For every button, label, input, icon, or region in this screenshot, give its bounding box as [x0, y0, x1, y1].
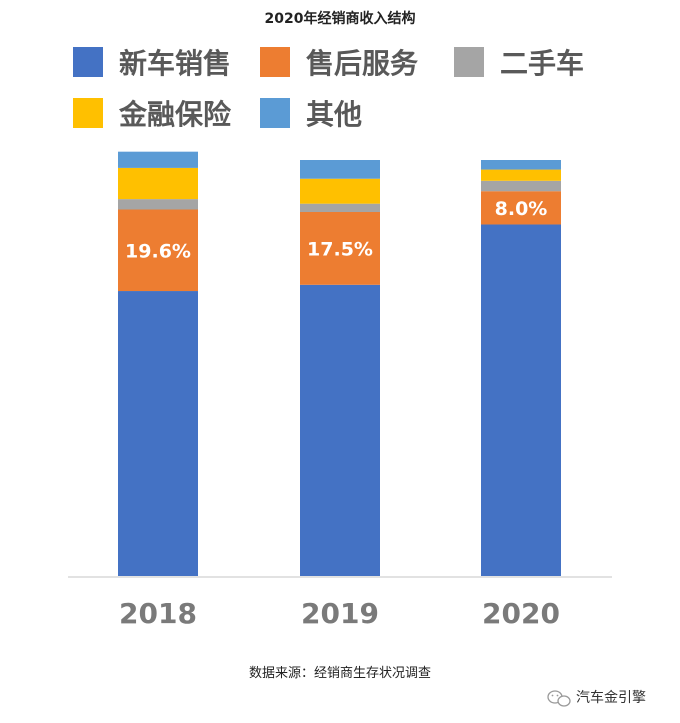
bar-2020: 8.0%: [481, 160, 561, 577]
bar-segment-2018-series-4: [118, 167, 198, 200]
chart-title: 2020年经销商收入结构: [265, 10, 416, 27]
bar-2019: 17.5%: [300, 160, 380, 576]
legend-label-series-3: 二手车: [500, 47, 584, 80]
bars-group: 19.6% 17.5% 8.0%: [118, 151, 561, 577]
legend-swatch-series-3: [454, 47, 484, 77]
legend-label-series-2: 售后服务: [306, 47, 418, 80]
brand-watermark: 汽车金引擎: [547, 689, 646, 707]
x-tick-labels: 2018 2019 2020: [119, 597, 560, 630]
bar-segment-2019-series-4: [300, 178, 380, 204]
legend-swatch-series-4: [73, 98, 103, 128]
data-label-2019: 17.5%: [307, 238, 373, 260]
x-tick-2019: 2019: [301, 597, 379, 630]
data-label-2018: 19.6%: [125, 240, 191, 262]
data-label-2020: 8.0%: [495, 198, 548, 220]
bar-segment-2020-series-4: [481, 169, 561, 181]
legend-label-series-1: 新车销售: [119, 47, 231, 80]
legend-swatch-series-5: [260, 98, 290, 128]
bar-2018: 19.6%: [118, 151, 198, 576]
x-tick-2018: 2018: [119, 597, 197, 630]
bar-segment-2018-series-2: [118, 209, 198, 292]
bar-segment-2018-series-5: [118, 151, 198, 168]
bar-segment-2019-series-3: [300, 203, 380, 212]
x-tick-2020: 2020: [482, 597, 560, 630]
bar-segment-2020-series-3: [481, 180, 561, 192]
bar-segment-2018-series-3: [118, 199, 198, 210]
bar-segment-2019-series-5: [300, 160, 380, 179]
brand-name: 汽车金引擎: [576, 689, 646, 706]
bar-segment-2020-series-1: [481, 224, 561, 577]
wechat-icon: [547, 690, 571, 707]
legend-swatch-series-2: [260, 47, 290, 77]
bar-segment-2020-series-5: [481, 160, 561, 170]
bar-segment-2020-series-2: [481, 191, 561, 225]
legend-label-series-4: 金融保险: [118, 98, 232, 131]
source-note: 数据来源：经销商生存状况调查: [249, 666, 431, 681]
bar-segment-2019-series-2: [300, 212, 380, 285]
bar-segment-2018-series-1: [118, 291, 198, 576]
legend-swatch-series-1: [73, 47, 103, 77]
bar-segment-2019-series-1: [300, 284, 380, 576]
legend-label-series-5: 其他: [306, 98, 362, 131]
